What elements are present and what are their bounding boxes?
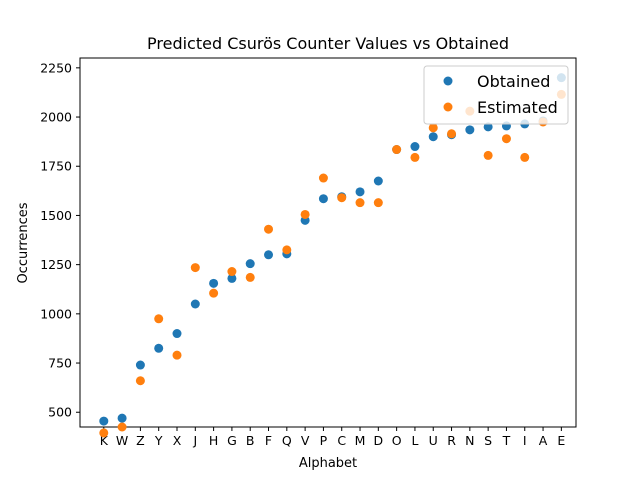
y-tick-label: 1500 xyxy=(40,208,72,223)
x-axis-label: Alphabet xyxy=(299,456,357,471)
legend-label-estimated: Estimated xyxy=(477,98,558,117)
data-point-estimated xyxy=(337,193,347,203)
x-tick-label: S xyxy=(484,433,492,448)
data-point-estimated xyxy=(355,198,365,208)
legend-marker-estimated xyxy=(443,102,453,112)
data-point-obtained xyxy=(483,122,493,132)
data-point-estimated xyxy=(428,123,438,133)
x-tick-label: V xyxy=(301,433,310,448)
x-tick-label: N xyxy=(465,433,474,448)
axes-frame xyxy=(79,57,577,428)
data-point-obtained xyxy=(135,360,145,370)
x-tick-label: T xyxy=(502,433,511,448)
x-tick-label: X xyxy=(173,433,182,448)
data-point-obtained xyxy=(99,416,109,426)
y-tick-label: 500 xyxy=(48,405,72,420)
legend-marker-obtained xyxy=(443,76,453,86)
data-point-obtained xyxy=(465,125,475,135)
data-point-obtained xyxy=(117,413,127,423)
data-point-obtained xyxy=(154,343,164,353)
x-tick-label: O xyxy=(392,433,402,448)
data-point-estimated xyxy=(245,272,255,282)
data-point-obtained xyxy=(172,329,182,339)
chart-title: Predicted Csurös Counter Values vs Obtai… xyxy=(147,34,509,53)
y-tick-label: 750 xyxy=(48,356,72,371)
x-tick-label: J xyxy=(192,433,197,448)
x-tick-label: Z xyxy=(136,433,145,448)
y-tick-label: 2000 xyxy=(40,110,72,125)
data-point-estimated xyxy=(300,209,310,219)
y-tick-label: 1750 xyxy=(40,159,72,174)
x-tick-label: L xyxy=(411,433,418,448)
x-tick-label: E xyxy=(557,433,565,448)
x-tick-label: P xyxy=(320,433,328,448)
plot-area: K W Z Y X J H G B F Q V P C M D O L U R N S T I A E 500 750 1000 1250… xyxy=(40,57,577,448)
x-tick-label: B xyxy=(246,433,255,448)
x-tick-label: U xyxy=(429,433,438,448)
y-axis-label: Occurrences xyxy=(16,202,31,283)
data-point-estimated xyxy=(264,224,274,234)
x-tick-label: I xyxy=(523,433,527,448)
x-tick-label: C xyxy=(337,433,346,448)
x-tick-label: M xyxy=(355,433,366,448)
x-tick-label: K xyxy=(100,433,109,448)
data-point-estimated xyxy=(520,152,530,162)
data-point-estimated xyxy=(501,134,511,144)
data-point-obtained xyxy=(190,299,200,309)
data-point-estimated xyxy=(154,314,164,324)
data-point-obtained xyxy=(227,273,237,283)
data-point-estimated xyxy=(282,245,292,255)
x-tick-label: W xyxy=(116,433,128,448)
data-point-obtained xyxy=(318,194,328,204)
data-point-estimated xyxy=(227,267,237,277)
legend: Obtained Estimated xyxy=(423,65,569,125)
data-point-obtained xyxy=(264,250,274,260)
x-tick-label: G xyxy=(227,433,237,448)
data-point-estimated xyxy=(135,376,145,386)
data-point-estimated xyxy=(373,198,383,208)
y-tick-label: 1250 xyxy=(40,257,72,272)
legend-label-obtained: Obtained xyxy=(477,72,550,91)
data-point-obtained xyxy=(245,259,255,269)
data-point-estimated xyxy=(410,152,420,162)
data-point-estimated xyxy=(392,145,402,155)
x-tick-label: Q xyxy=(282,433,292,448)
data-point-obtained xyxy=(373,176,383,186)
data-point-estimated xyxy=(209,288,219,298)
data-point-estimated xyxy=(172,350,182,360)
x-tick-label: D xyxy=(374,433,384,448)
x-tick-label: Y xyxy=(154,433,163,448)
data-point-obtained xyxy=(410,142,420,152)
data-point-obtained xyxy=(209,278,219,288)
legend-box xyxy=(423,65,569,125)
x-tick-label: F xyxy=(265,433,272,448)
x-tick-label: R xyxy=(447,433,456,448)
data-point-estimated xyxy=(447,129,457,139)
data-point-estimated xyxy=(99,428,109,438)
x-tick-label: A xyxy=(539,433,548,448)
data-point-estimated xyxy=(117,422,127,432)
y-tick-label: 2250 xyxy=(40,60,72,75)
data-point-estimated xyxy=(190,263,200,273)
data-point-estimated xyxy=(318,173,328,183)
x-tick-label: H xyxy=(209,433,218,448)
data-point-obtained xyxy=(355,187,365,197)
data-point-obtained xyxy=(428,132,438,142)
data-point-estimated xyxy=(483,150,493,160)
y-tick-label: 1000 xyxy=(40,306,72,321)
